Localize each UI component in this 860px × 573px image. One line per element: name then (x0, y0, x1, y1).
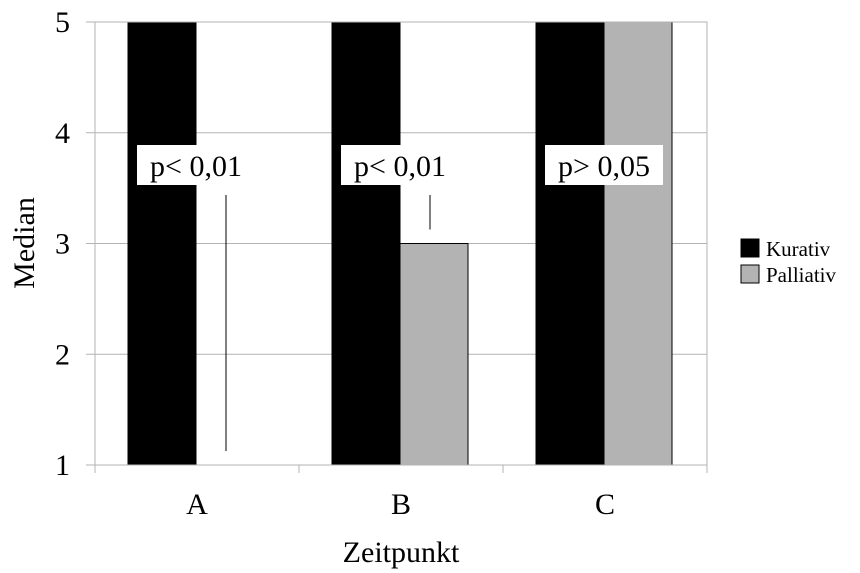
y-tick-label-1: 1 (55, 449, 70, 482)
bar-palliativ-b (399, 243, 469, 466)
annotation-label-c: p> 0,05 (558, 150, 650, 183)
annotations: p< 0,01 p< 0,01 p> 0,05 (137, 145, 663, 451)
bar-kurativ-c (535, 21, 605, 466)
y-tick-label-4: 4 (55, 117, 70, 150)
legend-swatch-kurativ (740, 238, 760, 258)
y-axis-title: Median (8, 197, 41, 289)
x-tick-label-b: B (391, 488, 411, 521)
y-tick-label-5: 5 (55, 6, 70, 39)
y-axis-ticks: 1 2 3 4 5 (55, 6, 95, 482)
legend-label-palliativ: Palliativ (766, 263, 836, 287)
x-tick-label-c: C (595, 488, 615, 521)
y-tick-label-3: 3 (55, 228, 70, 261)
x-tick-label-a: A (186, 488, 208, 521)
legend-label-kurativ: Kurativ (766, 237, 831, 261)
annotation-box-b (341, 145, 459, 185)
bar-palliativ-c (603, 21, 673, 466)
legend-swatch-palliativ (740, 264, 760, 284)
x-axis-title: Zeitpunkt (343, 536, 460, 569)
bar-kurativ-b (331, 21, 401, 466)
bar-kurativ-a (127, 21, 197, 466)
annotation-label-a: p< 0,01 (150, 150, 242, 183)
x-axis-ticks: A B C (94, 465, 708, 521)
legend: Kurativ Palliativ (740, 237, 836, 287)
y-tick-label-2: 2 (55, 338, 70, 371)
annotation-box-c (545, 145, 663, 185)
annotation-label-b: p< 0,01 (354, 150, 446, 183)
annotation-box-a (137, 145, 255, 185)
bars (127, 21, 673, 466)
